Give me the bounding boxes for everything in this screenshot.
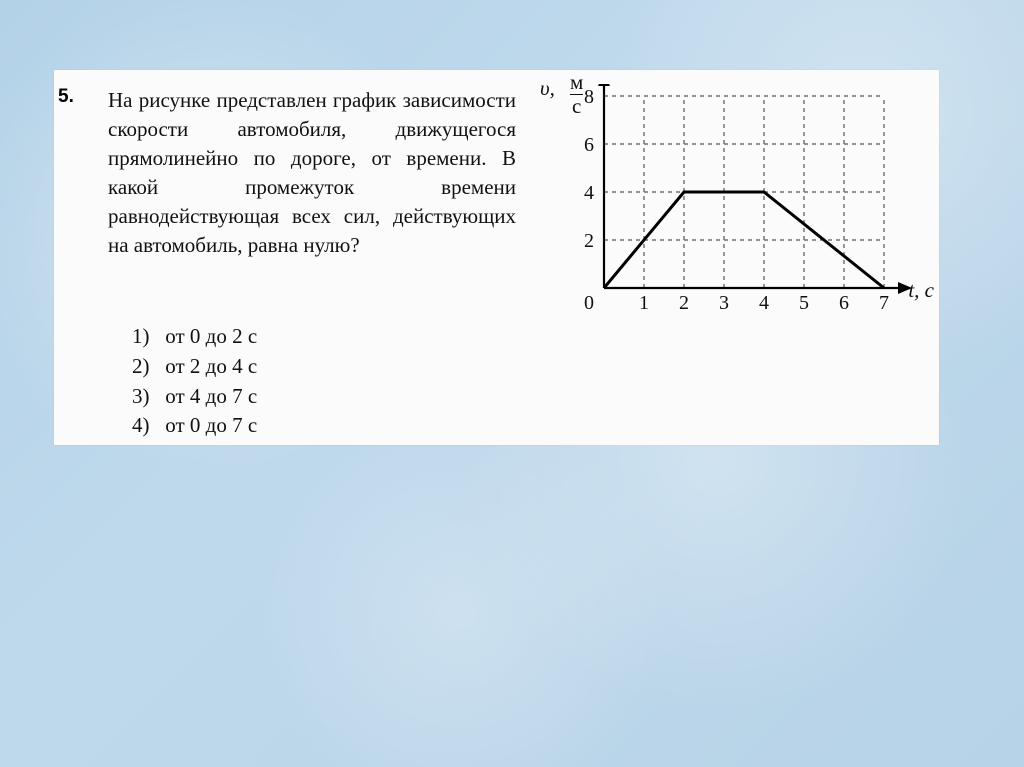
y-unit-numerator: м [570,72,583,93]
option-3-number: 3) [132,382,160,412]
option-4-number: 4) [132,411,160,441]
question-number: 5. [58,86,74,108]
y-unit-denominator: с [570,94,583,117]
svg-text:5: 5 [799,292,809,314]
chart-svg: 1 2 3 4 5 6 7 2 4 6 8 0 [560,84,920,314]
y-axis-unit: м с [570,72,583,117]
option-3: 3) от 4 до 7 с [132,382,257,412]
x-axis-label: t, с [908,278,934,303]
svg-text:3: 3 [719,292,729,314]
option-4-text: от 0 до 7 с [165,413,257,437]
option-3-text: от 4 до 7 с [165,384,257,408]
svg-text:6: 6 [584,134,594,156]
svg-text:1: 1 [639,292,649,314]
option-1-text: от 0 до 2 с [165,324,257,348]
y-axis-symbol: υ, [540,78,555,99]
svg-text:2: 2 [584,230,594,252]
svg-text:6: 6 [839,292,849,314]
option-1-number: 1) [132,322,160,352]
option-2-number: 2) [132,352,160,382]
option-4: 4) от 0 до 7 с [132,411,257,441]
svg-text:4: 4 [584,182,594,204]
velocity-time-chart: 123456724680 υ, м с t, с [560,84,920,314]
option-2-text: от 2 до 4 с [165,354,257,378]
svg-text:2: 2 [679,292,689,314]
option-2: 2) от 2 до 4 с [132,352,257,382]
svg-text:0: 0 [584,292,594,314]
answer-options: 1) от 0 до 2 с 2) от 2 до 4 с 3) от 4 до… [132,322,257,441]
option-1: 1) от 0 до 2 с [132,322,257,352]
svg-text:8: 8 [584,86,594,108]
svg-text:7: 7 [879,292,889,314]
svg-text:4: 4 [759,292,769,314]
problem-prompt: На рисунке представлен график зависимост… [108,86,516,260]
